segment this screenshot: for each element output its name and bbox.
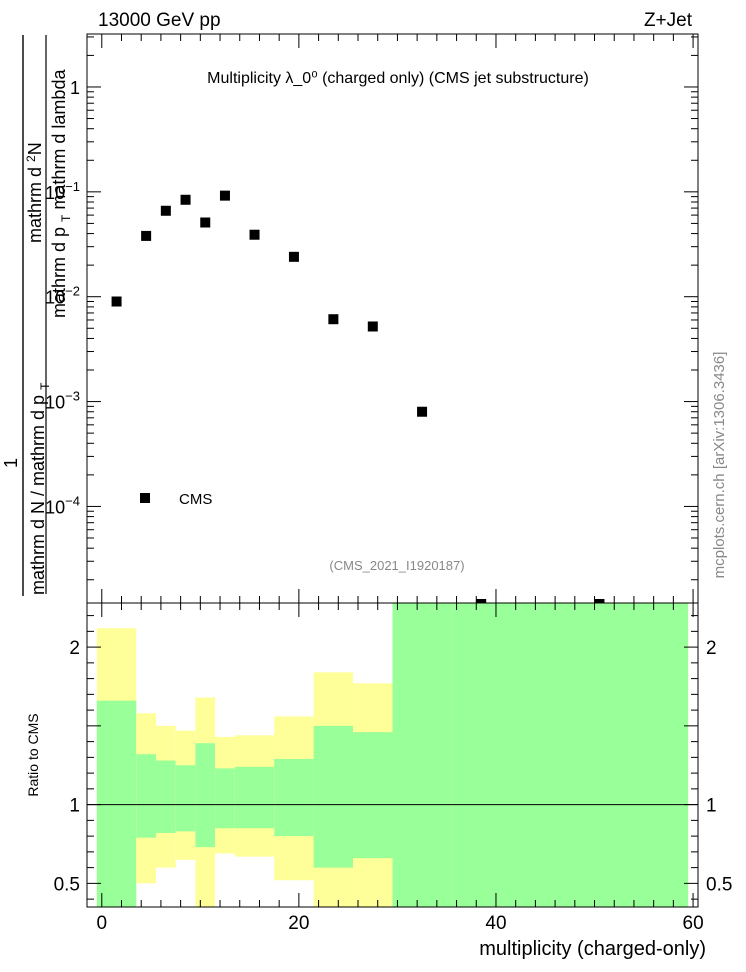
data-point	[180, 194, 191, 205]
inner-band	[353, 732, 393, 859]
x-axis-label: multiplicity (charged-only)	[479, 938, 706, 960]
main-ytick-label: 10−1	[45, 179, 80, 203]
inner-band	[195, 743, 216, 848]
ratio-ytick-label: 2	[69, 638, 80, 659]
main-ytick-label: 10−3	[45, 389, 80, 413]
ylabel-denominator: mathrm d p T mathrm d lambda	[49, 69, 73, 318]
ratio-ytick-label-right: 0.5	[706, 874, 732, 895]
ratio-axis-ticks: 0.5 0.51 12 20 20 40 60	[54, 603, 732, 934]
xtick-label: 60	[683, 913, 704, 934]
data-point	[417, 406, 428, 417]
ratio-bands	[96, 603, 689, 907]
inner-band	[392, 603, 452, 907]
legend-entry-cms: CMS	[179, 491, 212, 508]
energy-label: 13000 GeV pp	[98, 10, 221, 31]
data-point	[160, 205, 171, 216]
ylabel-frac-denominator: mathrm d N / mathrm d p T	[28, 382, 52, 595]
ratio-ylabel: Ratio to CMS	[25, 713, 41, 796]
xtick-label: 40	[485, 913, 506, 934]
legend: CMS	[140, 491, 212, 508]
ratio-ytick-label: 1	[69, 796, 80, 817]
main-title: Multiplicity λ_0⁰ (charged only) (CMS je…	[207, 70, 589, 87]
main-panel: Multiplicity λ_0⁰ (charged only) (CMS je…	[45, 33, 699, 604]
data-point	[219, 190, 230, 201]
data-point	[141, 230, 152, 241]
main-ytick-label: 1	[70, 78, 80, 98]
analysis-id: (CMS_2021_I1920187)	[329, 558, 464, 573]
offscale-marker	[594, 599, 605, 603]
inner-band	[234, 766, 275, 829]
inner-band	[274, 758, 314, 837]
inner-band	[136, 754, 156, 838]
main-ytick-label: 10−2	[45, 284, 80, 308]
xtick-label: 0	[96, 913, 107, 934]
main-frame	[86, 33, 699, 604]
xtick-label: 20	[288, 913, 309, 934]
ratio-ytick-label-right: 1	[706, 796, 717, 817]
inner-band	[215, 768, 235, 829]
inner-band	[313, 725, 354, 868]
process-label: Z+Jet	[644, 10, 693, 31]
ratio-frame	[86, 602, 699, 908]
inner-band	[175, 765, 196, 832]
data-series-cms	[111, 190, 605, 603]
data-point	[249, 229, 260, 240]
inner-band	[155, 760, 176, 833]
data-point	[367, 321, 378, 332]
offscale-marker	[476, 599, 487, 603]
main-ylabel: 1 mathrm d 2N mathrm d p T mathrm d lamb…	[1, 35, 73, 596]
ratio-ytick-label-right: 2	[706, 638, 717, 659]
inner-band	[96, 700, 137, 907]
legend-marker	[140, 493, 150, 503]
data-point	[200, 217, 211, 228]
data-point	[328, 314, 339, 325]
ylabel-frac-one: 1	[1, 458, 21, 468]
data-point	[111, 296, 122, 307]
main-ytick-label: 10−4	[45, 493, 80, 517]
watermark: mcplots.cern.ch [arXiv:1306.3436]	[711, 352, 728, 579]
ratio-panel: 0.5 0.51 12 20 20 40 60 Ratio to CMS multiplic…	[25, 602, 732, 960]
ratio-ytick-label: 0.5	[54, 874, 80, 895]
data-point	[288, 251, 299, 262]
main-axis-ticks: 1 10−1 10−2 10−3 10−4	[45, 34, 698, 603]
inner-band	[451, 603, 689, 907]
ylabel-numerator: mathrm d 2N	[24, 142, 45, 243]
